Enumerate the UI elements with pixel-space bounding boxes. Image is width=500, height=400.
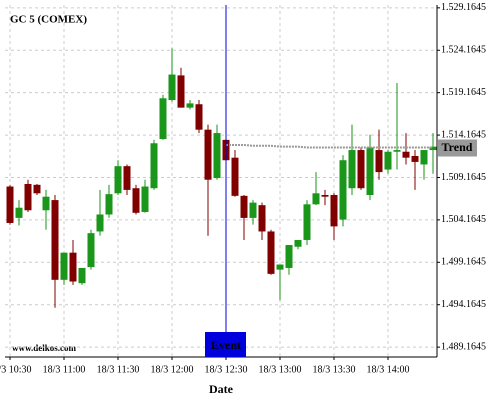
candle-body (24, 183, 32, 211)
candle-body (258, 205, 266, 232)
candle-body (321, 194, 329, 197)
candle-body (393, 150, 401, 152)
candle-body (114, 166, 122, 194)
x-tick-label: 18/3 12:30 (204, 364, 247, 375)
candle-body (411, 155, 419, 162)
candle-body (267, 231, 275, 274)
x-tick-label: 18/3 11:30 (97, 364, 140, 375)
candle-body (285, 245, 293, 268)
candle-body (420, 150, 428, 165)
y-tick-label: 1.524.1645 (441, 45, 486, 56)
candle-body (33, 184, 41, 194)
candle-body (294, 239, 302, 247)
candle-body (96, 214, 104, 232)
candle-body (51, 200, 59, 280)
trend-label-box (438, 139, 477, 157)
candle-body (402, 151, 410, 158)
x-tick-label: 18/3 12:00 (150, 364, 193, 375)
candle-body (366, 147, 374, 195)
candle-body (240, 195, 248, 218)
trend-line (226, 143, 433, 149)
y-tick-label: 1.509.1645 (441, 172, 486, 183)
candle-body (195, 104, 203, 130)
candle-body (276, 264, 284, 270)
candle-body (330, 194, 338, 227)
candle-body (105, 194, 113, 215)
y-tick-label: 1.499.1645 (441, 257, 486, 268)
chart-title: GC 5 (COMEX) (10, 14, 87, 26)
x-axis-label: Date (209, 382, 234, 396)
candle-body (150, 143, 158, 189)
candle-body (231, 157, 239, 196)
y-tick-label: 1.529.1645 (441, 2, 486, 13)
candle-body (42, 196, 50, 211)
x-tick-label: 18/3 13:00 (258, 364, 301, 375)
candle-body (87, 233, 95, 268)
candle-body (312, 193, 320, 205)
y-tick-label: 1.514.1645 (441, 129, 486, 140)
x-tick-label: 18/3 14:00 (366, 364, 409, 375)
y-tick-label: 1.519.1645 (441, 87, 486, 98)
candle-body (78, 267, 86, 284)
x-tick-label: 18/3 13:30 (312, 364, 355, 375)
candle-body (123, 166, 131, 190)
y-tick-label: 1.504.1645 (441, 214, 486, 225)
watermark: www.delkos.com (12, 343, 77, 353)
y-tick-label: 1.494.1645 (441, 299, 486, 310)
candle-body (204, 129, 212, 180)
candle-body (141, 186, 149, 212)
candle-body (15, 207, 23, 218)
candle-body (6, 186, 14, 223)
candle-body (159, 98, 167, 140)
y-tick-label: 1.489.1645 (441, 341, 486, 352)
candle-body (249, 202, 257, 218)
candle-body (60, 252, 68, 280)
event-label: Event (211, 338, 241, 352)
candle-body (177, 75, 185, 108)
candle-body (186, 103, 194, 108)
event-box (205, 332, 246, 357)
candle-body (213, 133, 221, 179)
candle-body (357, 150, 365, 189)
candle-body (384, 151, 392, 170)
x-tick-label: 18/3 11:00 (43, 364, 86, 375)
candle-body (375, 150, 383, 173)
candle-body (303, 204, 311, 240)
x-tick-label: 18/3 10:30 (0, 364, 32, 375)
candle-body (132, 188, 140, 213)
candle-body (339, 160, 347, 220)
candle-body (348, 150, 356, 189)
candle-body (168, 74, 176, 100)
candle-body (69, 252, 77, 282)
trend-label: Trend (442, 140, 473, 154)
